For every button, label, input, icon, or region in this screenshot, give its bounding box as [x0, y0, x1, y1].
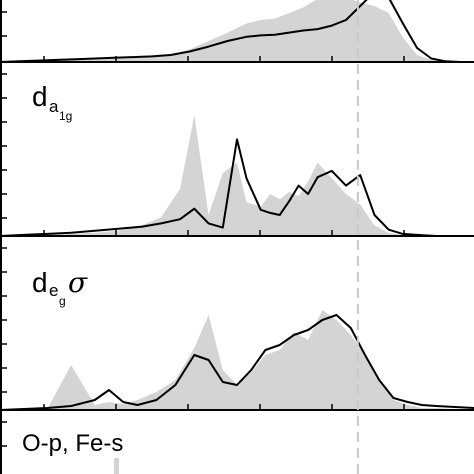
panel-a1g — [0, 73, 474, 237]
panel-top-partial — [0, 0, 474, 63]
label-o-p-fe-s-text: O-p, Fe-s — [22, 430, 123, 457]
grey-dos-area-2 — [0, 310, 474, 410]
label-eg-subsub: g — [59, 294, 66, 308]
label-a1g-subsub: 1g — [59, 109, 72, 123]
grey-peak-fragment — [114, 458, 119, 474]
grey-dos-area-1 — [0, 115, 474, 236]
label-a1g-sub: a — [49, 97, 59, 116]
grey-dos-area-0 — [0, 0, 474, 62]
label-a1g-main: d — [32, 81, 48, 112]
dos-line-1 — [0, 138, 474, 237]
label-eg-sub: e — [49, 281, 58, 300]
label-eg-main: d — [32, 267, 48, 298]
label-o-p-fe-s: O-p, Fe-s — [22, 430, 123, 457]
label-a1g: d a 1g — [32, 81, 72, 123]
label-eg-sigma: d e g σ — [32, 266, 88, 308]
dos-line-0 — [0, 0, 474, 63]
label-eg-symbol: σ — [68, 266, 88, 299]
panel-eg-sigma — [0, 247, 474, 411]
dos-line-2 — [0, 314, 474, 411]
